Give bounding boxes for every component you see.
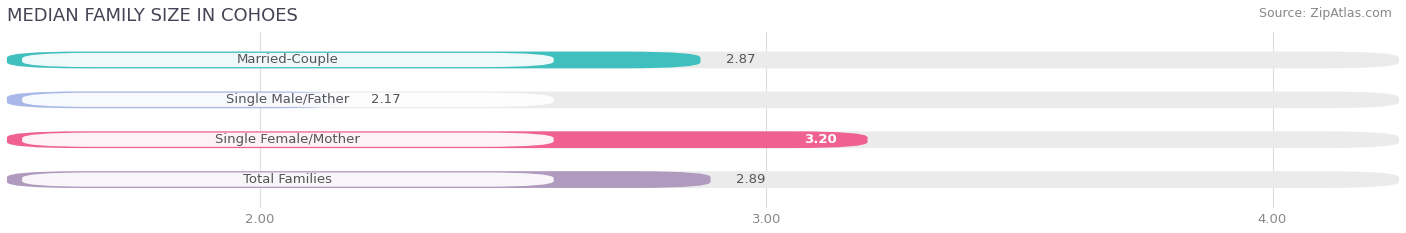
Text: 3.20: 3.20	[804, 133, 837, 146]
FancyBboxPatch shape	[7, 92, 1399, 108]
Text: Single Male/Father: Single Male/Father	[226, 93, 350, 106]
FancyBboxPatch shape	[7, 51, 1399, 68]
Text: 2.87: 2.87	[725, 53, 755, 66]
Text: Single Female/Mother: Single Female/Mother	[215, 133, 360, 146]
Text: 2.17: 2.17	[371, 93, 401, 106]
FancyBboxPatch shape	[22, 93, 554, 107]
Text: MEDIAN FAMILY SIZE IN COHOES: MEDIAN FAMILY SIZE IN COHOES	[7, 7, 298, 25]
FancyBboxPatch shape	[7, 131, 868, 148]
Text: Married-Couple: Married-Couple	[238, 53, 339, 66]
FancyBboxPatch shape	[22, 133, 554, 147]
FancyBboxPatch shape	[7, 51, 700, 68]
FancyBboxPatch shape	[7, 171, 1399, 188]
FancyBboxPatch shape	[7, 171, 710, 188]
Text: Total Families: Total Families	[243, 173, 332, 186]
FancyBboxPatch shape	[7, 92, 346, 108]
Text: Source: ZipAtlas.com: Source: ZipAtlas.com	[1258, 7, 1392, 20]
FancyBboxPatch shape	[22, 53, 554, 67]
FancyBboxPatch shape	[7, 131, 1399, 148]
Text: 2.89: 2.89	[735, 173, 765, 186]
FancyBboxPatch shape	[22, 172, 554, 187]
